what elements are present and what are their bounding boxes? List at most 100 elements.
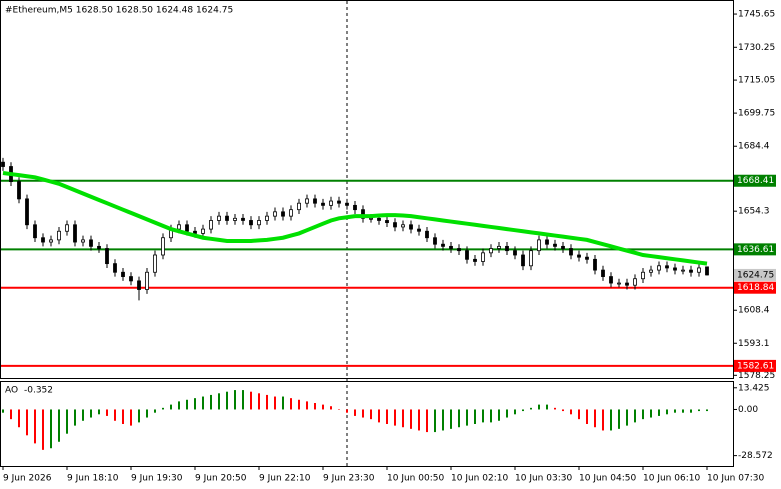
ao-bar — [394, 409, 396, 426]
ao-bar — [106, 409, 108, 416]
main-frame — [0, 0, 734, 379]
candle-body — [625, 282, 629, 286]
x-tick-label: 10 Jun 03:30 — [515, 474, 572, 484]
ao-bar — [594, 409, 596, 428]
candle-body — [337, 200, 341, 204]
ao-bar — [546, 404, 548, 410]
candle-body — [433, 237, 437, 245]
level-label: 1636.61 — [737, 245, 774, 255]
x-tick-label: 9 Jun 2026 — [3, 474, 52, 484]
indicator-value: -0.352 — [24, 386, 53, 396]
ao-bar — [690, 409, 692, 413]
last-price-bg — [734, 268, 776, 281]
ao-bar — [42, 409, 44, 450]
candle-body — [441, 243, 445, 247]
candle-body — [417, 228, 421, 232]
ao-bar — [562, 409, 564, 412]
candle-body — [217, 215, 221, 221]
y-tick-label: 1745.65 — [738, 10, 775, 20]
candle-body — [449, 245, 453, 249]
candle-body — [641, 271, 645, 280]
y-tick-label: 1730.25 — [738, 43, 775, 53]
ao-bar — [418, 409, 420, 431]
candle-body — [233, 217, 237, 221]
ao-bar — [570, 409, 572, 415]
candle-body — [633, 278, 637, 286]
ao-bar — [474, 409, 476, 424]
candle-body — [281, 211, 285, 217]
candle-body — [489, 248, 493, 254]
ao-bar — [618, 409, 620, 429]
level-label-bg — [734, 281, 776, 294]
candle-body — [649, 269, 653, 273]
ao-bar — [482, 409, 484, 423]
x-tick-label: 10 Jun 02:10 — [451, 474, 508, 484]
ao-bar — [362, 409, 364, 418]
ao-bar — [522, 409, 524, 412]
ao-bar — [466, 409, 468, 426]
candle-body — [385, 220, 389, 224]
ao-bar — [370, 409, 372, 420]
candle-body — [89, 239, 93, 247]
ao-bar — [346, 409, 348, 413]
ao-bar — [674, 409, 676, 413]
y-tick-label: 1699.75 — [738, 109, 775, 119]
ao-bar — [50, 409, 52, 449]
candle-body — [657, 265, 661, 271]
ao-bar — [26, 409, 28, 436]
x-tick-label: 10 Jun 04:50 — [579, 474, 636, 484]
candle-body — [33, 224, 37, 239]
candle-body — [513, 250, 517, 256]
candle-body — [601, 269, 605, 277]
candle-body — [113, 263, 117, 273]
y-tick-label: 1715.05 — [738, 76, 775, 86]
candle-body — [73, 224, 77, 243]
candle-body — [401, 224, 405, 228]
candle-body — [153, 254, 157, 273]
candle-body — [273, 211, 277, 217]
candle-body — [537, 239, 541, 252]
ao-bar — [386, 409, 388, 424]
moving-average — [2, 171, 708, 266]
candle-body — [1, 161, 5, 167]
candle-body — [673, 267, 677, 271]
ao-bar — [530, 407, 532, 410]
candle-body — [41, 237, 45, 243]
ao-bar — [218, 393, 220, 410]
candle-body — [257, 220, 261, 226]
candle-body — [65, 224, 69, 232]
ao-bar — [586, 409, 588, 424]
candle-body — [569, 248, 573, 256]
candle-body — [177, 224, 181, 230]
ao-bar — [2, 409, 4, 413]
candle-body — [481, 252, 485, 262]
ao-bar — [170, 404, 172, 410]
candle-body — [49, 239, 53, 243]
x-tick-label: 9 Jun 19:30 — [131, 474, 183, 484]
ao-bar — [578, 409, 580, 420]
candle-body — [697, 267, 701, 273]
ao-bar — [130, 409, 132, 426]
ao-bar — [498, 409, 500, 421]
ao-bar — [114, 409, 116, 421]
ao-bar — [650, 409, 652, 418]
candle-body — [329, 200, 333, 206]
indicator-tick-label: -28.572 — [738, 451, 773, 461]
ao-bar — [314, 403, 316, 410]
y-tick-label: 1684.4 — [738, 142, 770, 152]
candle-body — [249, 220, 253, 226]
candle-body — [241, 217, 245, 221]
x-tick-label: 9 Jun 22:10 — [259, 474, 311, 484]
candle-body — [505, 245, 509, 252]
ao-bar — [706, 409, 708, 412]
ao-bar — [34, 409, 36, 444]
ao-bar — [306, 401, 308, 410]
ao-bar — [642, 409, 644, 420]
ao-bar — [626, 409, 628, 426]
candle-body — [321, 202, 325, 206]
level-label-bg — [734, 174, 776, 187]
candle-body — [105, 248, 109, 265]
ao-bar — [250, 391, 252, 410]
candle-body — [545, 239, 549, 245]
last-price-label: 1624.75 — [737, 270, 774, 280]
